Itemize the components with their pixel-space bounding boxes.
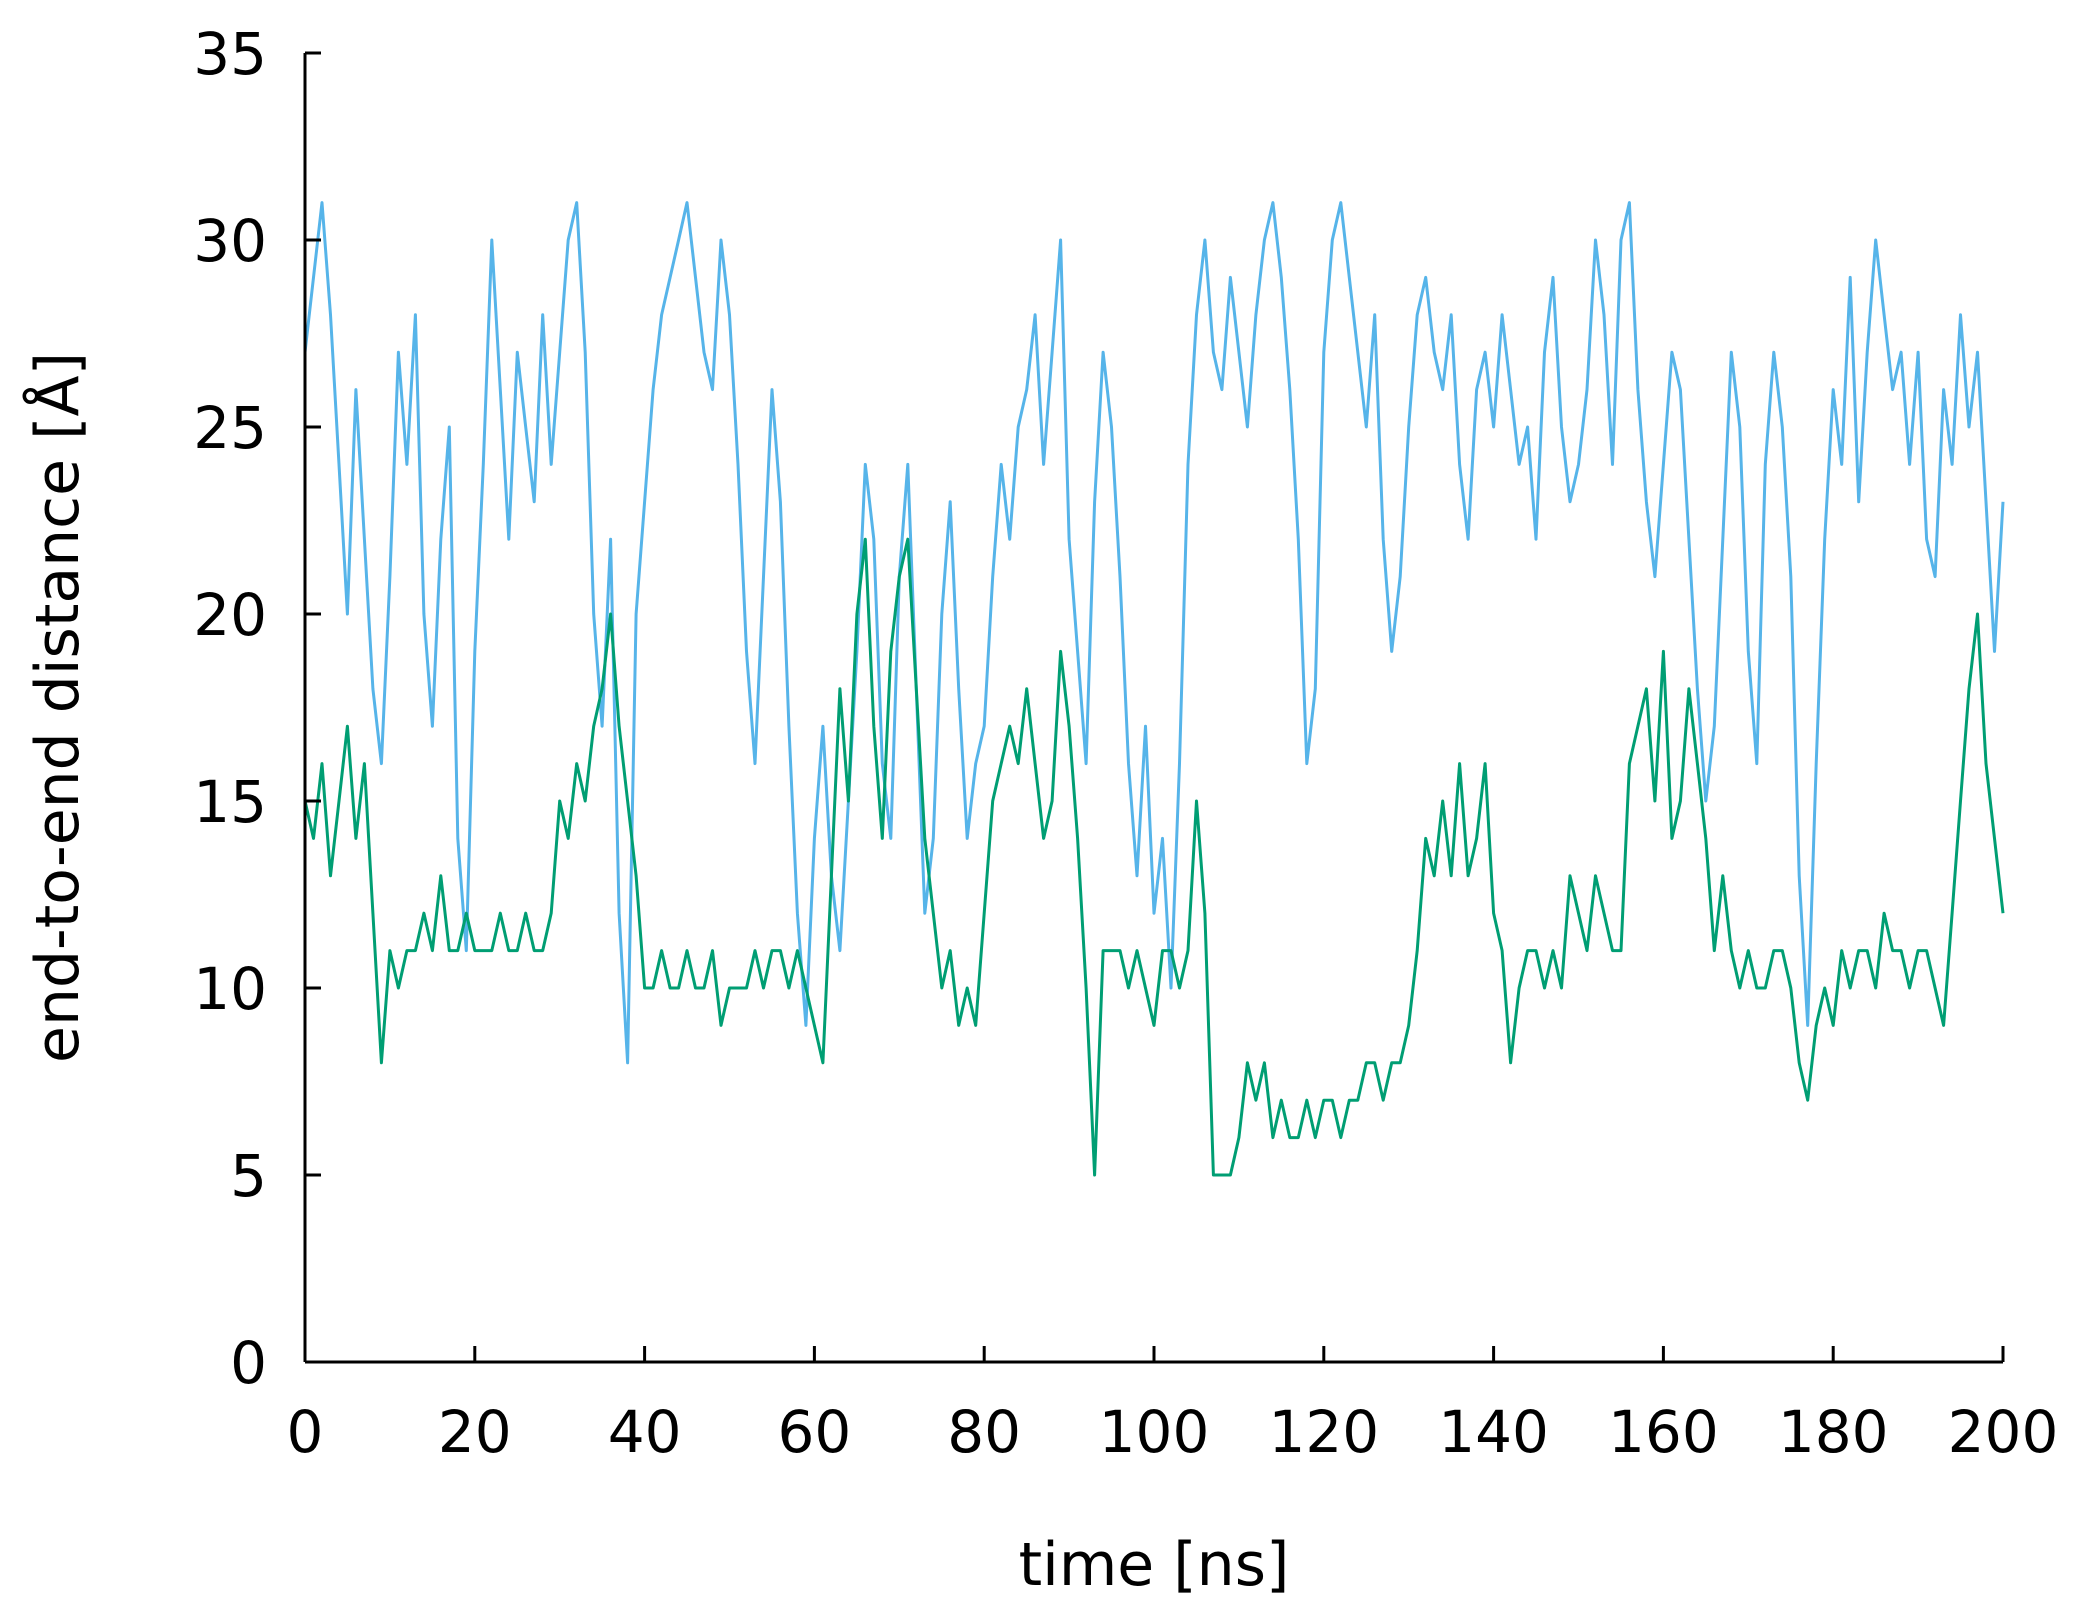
y-tick-label: 10	[193, 955, 267, 1023]
y-tick-label: 25	[193, 394, 267, 462]
tick-labels-group: 0 20 40 60 80 100 120 140 160 180 200 0 5 10 15 20 25 30 3…	[193, 20, 2058, 1466]
plot-series-group	[303, 201, 2005, 1177]
y-axis-title: end-to-end distance [Å]	[22, 352, 93, 1063]
x-tick-label: 20	[438, 1398, 512, 1466]
x-tick-label: 180	[1778, 1398, 1889, 1466]
x-tick-label: 160	[1608, 1398, 1719, 1466]
x-tick-label: 60	[777, 1398, 851, 1466]
x-tick-label: 120	[1268, 1398, 1379, 1466]
axes-group	[303, 51, 2005, 1364]
y-tick-label: 5	[230, 1142, 267, 1210]
y-tick-label: 0	[230, 1329, 267, 1397]
x-tick-label: 140	[1438, 1398, 1549, 1466]
x-tick-label: 40	[608, 1398, 682, 1466]
x-axis-title: time [ns]	[1019, 1530, 1290, 1600]
x-tick-label: 80	[947, 1398, 1021, 1466]
x-tick-label: 0	[287, 1398, 324, 1466]
series-line-2	[303, 537, 2005, 1177]
x-tick-label: 200	[1948, 1398, 2059, 1466]
y-tick-label: 20	[193, 581, 267, 649]
y-tick-label: 30	[193, 207, 267, 275]
y-tick-label: 15	[193, 768, 267, 836]
series-line-1	[303, 201, 2005, 1065]
y-tick-label: 35	[193, 20, 267, 88]
x-tick-label: 100	[1099, 1398, 1210, 1466]
